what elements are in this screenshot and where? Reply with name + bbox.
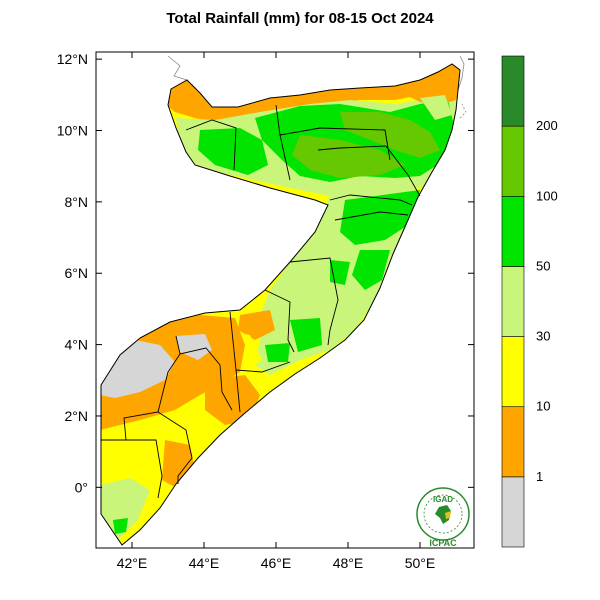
- lat-tick-label: 4°N: [65, 337, 89, 353]
- colorbar-segment: [501, 406, 525, 478]
- colorbar-segment: [501, 336, 525, 408]
- lat-tick-label: 2°N: [65, 408, 89, 424]
- colorbar-segment: [501, 266, 525, 337]
- icpac-logo: IGAD ICPAC: [416, 487, 470, 548]
- lon-tick-label: 46°E: [261, 555, 292, 571]
- region-icon: [445, 511, 451, 519]
- lon-tick-label: 48°E: [333, 555, 364, 571]
- lon-tick-label: 44°E: [189, 555, 220, 571]
- lat-tick-label: 8°N: [65, 194, 89, 210]
- colorbar-label: 100: [536, 188, 558, 203]
- colorbar-label: 50: [536, 258, 550, 273]
- colorbar-label: 1: [536, 469, 543, 484]
- lat-tick-label: 0°: [75, 479, 88, 495]
- colorbar-label: 10: [536, 399, 550, 414]
- regional-borders: [101, 104, 421, 499]
- lon-tick-label: 42°E: [117, 555, 148, 571]
- lon-tick-label: 50°E: [405, 555, 436, 571]
- logo-igad-text: IGAD: [433, 495, 453, 504]
- colorbar-label: 200: [536, 118, 558, 133]
- colorbar-segment: [501, 55, 525, 127]
- rainfall-colorbar: 1 10 30 50 100 200: [501, 55, 558, 548]
- colorbar-segment: [501, 125, 525, 197]
- lat-tick-label: 10°N: [57, 123, 88, 139]
- colorbar-segment: [501, 476, 525, 548]
- lat-tick-label: 6°N: [65, 265, 89, 281]
- africa-icon: [435, 505, 451, 524]
- lat-tick-label: 12°N: [57, 51, 88, 67]
- longitude-axis: 42°E 44°E 46°E 48°E 50°E: [117, 52, 436, 571]
- colorbar-segment: [501, 195, 525, 267]
- logo-icpac-text: ICPAC: [429, 538, 457, 548]
- neighbour-borders: [167, 55, 467, 119]
- latitude-axis: 12°N 10°N 8°N 6°N 4°N 2°N 0°: [57, 51, 474, 495]
- map-title: Total Rainfall (mm) for 08-15 Oct 2024: [166, 10, 434, 27]
- logo-laurel: [423, 494, 463, 534]
- colorbar-label: 30: [536, 329, 550, 344]
